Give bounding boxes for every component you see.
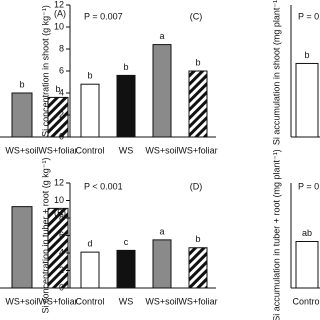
p-value: P = 0.007 xyxy=(84,11,123,21)
bar xyxy=(80,251,100,289)
y-tick-label: 12 xyxy=(54,177,64,187)
x-tick-label: WS+foliar xyxy=(178,145,217,155)
significance-letter: b xyxy=(123,62,128,72)
y-tick-label: 6 xyxy=(59,65,64,75)
significance-letter: ab xyxy=(302,228,312,238)
panel-label: (C) xyxy=(190,11,203,21)
significance-letter: a xyxy=(159,31,164,41)
bar xyxy=(152,239,172,289)
x-tick-label: Control xyxy=(75,145,104,155)
panel-label: (A) xyxy=(54,8,66,18)
bar xyxy=(188,70,208,138)
bar xyxy=(295,241,319,289)
x-tick-label: WS+foliar xyxy=(38,296,77,306)
significance-letter: b xyxy=(19,79,24,89)
significance-letter: b xyxy=(55,84,60,94)
y-axis-label: Si concentration in shoot (g kg⁻¹) xyxy=(40,5,50,137)
p-value: P = 0. xyxy=(298,181,320,191)
bar xyxy=(80,83,100,138)
y-tick-label: 8 xyxy=(59,43,64,53)
significance-letter: b xyxy=(304,50,309,60)
y-tick-label: 6 xyxy=(59,230,64,240)
x-tick-label: WS+foliar xyxy=(38,145,77,155)
x-tick-label: WS+soil xyxy=(145,296,178,306)
p-value: P = 0. xyxy=(298,11,320,21)
y-tick-label: 12 xyxy=(54,0,64,9)
y-tick-label: 8 xyxy=(59,212,64,222)
y-tick-label: 10 xyxy=(54,195,64,205)
bar xyxy=(116,249,136,289)
x-tick-label: Control xyxy=(292,296,320,306)
bar xyxy=(116,74,136,138)
bar xyxy=(11,206,33,289)
significance-letter: c xyxy=(124,237,129,247)
x-tick-label: WS xyxy=(119,296,134,306)
y-tick-label: 4 xyxy=(59,87,64,97)
bar xyxy=(295,62,319,138)
bar xyxy=(188,247,208,289)
significance-letter: d xyxy=(87,239,92,249)
bar xyxy=(152,44,172,138)
y-tick-label: 0 xyxy=(59,131,64,141)
x-tick-label: WS+foliar xyxy=(178,296,217,306)
y-axis-label: Si accumulation in tuber + root (mg plan… xyxy=(271,149,281,320)
y-axis-label: Si accumulation in shoot (mg plant⁻¹) xyxy=(271,0,281,145)
x-tick-label: WS+soil xyxy=(5,296,38,306)
panel-label: (D) xyxy=(190,181,203,191)
y-tick-label: 10 xyxy=(54,21,64,31)
x-tick-label: WS+soil xyxy=(5,145,38,155)
significance-letter: b xyxy=(87,71,92,81)
x-tick-label: WS xyxy=(119,145,134,155)
panel-label: (B) xyxy=(54,207,66,217)
y-tick-label: 2 xyxy=(59,265,64,275)
y-tick-label: 0 xyxy=(59,282,64,292)
bar xyxy=(47,96,69,138)
x-tick-label: Control xyxy=(75,296,104,306)
significance-letter: b xyxy=(195,57,200,67)
y-axis-label: Si concentration in tuber + root (g kg⁻¹… xyxy=(40,157,50,313)
bar xyxy=(47,207,69,289)
y-tick-label: 4 xyxy=(59,247,64,257)
y-tick-label: 2 xyxy=(59,109,64,119)
x-tick-label: WS+soil xyxy=(145,145,178,155)
significance-letter: a xyxy=(159,226,164,236)
p-value: P < 0.001 xyxy=(84,181,123,191)
bar xyxy=(11,92,33,138)
significance-letter: b xyxy=(195,234,200,244)
